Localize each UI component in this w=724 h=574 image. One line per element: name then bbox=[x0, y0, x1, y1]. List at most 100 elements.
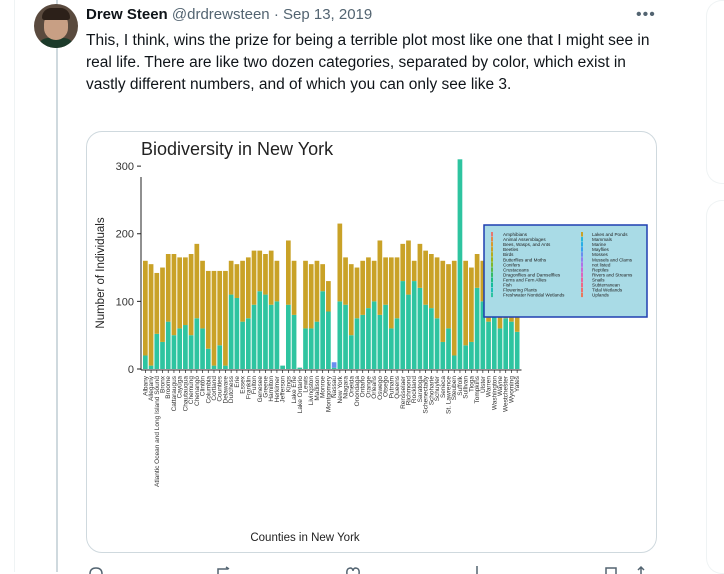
legend-swatch bbox=[491, 287, 493, 293]
bar bbox=[205, 270, 211, 349]
legend-label: Butterflies and Moths bbox=[503, 257, 547, 262]
bar bbox=[177, 257, 183, 329]
legend-swatch bbox=[581, 267, 583, 272]
bar bbox=[171, 254, 177, 336]
x-tick-label: Rensselaer bbox=[400, 375, 407, 409]
bar bbox=[268, 250, 274, 305]
x-tick-label: Chautauqua bbox=[182, 376, 189, 412]
bar bbox=[457, 159, 463, 369]
bar bbox=[434, 318, 440, 369]
bar bbox=[383, 257, 388, 305]
bar bbox=[451, 355, 457, 369]
bar bbox=[314, 260, 320, 322]
heart-icon[interactable] bbox=[344, 566, 362, 574]
bar bbox=[354, 267, 360, 319]
legend-label: Lakes and Ponds bbox=[592, 232, 628, 237]
bookmark-icon[interactable] bbox=[604, 566, 618, 574]
x-tick-label: Oneida bbox=[348, 376, 355, 397]
bar bbox=[177, 328, 183, 369]
bar bbox=[257, 291, 263, 369]
x-tick-label: Schuyler bbox=[434, 375, 441, 401]
x-tick-label: Allegany bbox=[148, 375, 155, 401]
x-tick-label: Tioga bbox=[468, 376, 475, 392]
bar bbox=[503, 318, 509, 369]
x-tick-label: St. Lawrence bbox=[446, 376, 453, 414]
bar bbox=[228, 294, 234, 369]
bar bbox=[194, 318, 200, 369]
bar bbox=[326, 311, 331, 369]
bar bbox=[291, 260, 297, 315]
bar bbox=[360, 314, 366, 369]
legend-label: Freshwater Nontidal Wetlands bbox=[503, 293, 565, 298]
bar bbox=[366, 308, 371, 369]
bar bbox=[234, 297, 240, 369]
y-axis-title: Number of Individuals bbox=[95, 217, 107, 328]
legend-swatch bbox=[491, 267, 493, 272]
bar bbox=[274, 301, 280, 369]
more-dots-icon[interactable]: ••• bbox=[636, 6, 656, 23]
tweet-image[interactable]: 0 100 200 300 Number of Individuals Counties … bbox=[86, 131, 657, 553]
bar bbox=[429, 308, 434, 369]
legend-swatch bbox=[581, 282, 583, 287]
legend-swatch bbox=[491, 262, 493, 267]
chart: 0 100 200 300 Number of Individuals Counties … bbox=[95, 139, 648, 544]
legend-label: Birds bbox=[503, 252, 514, 257]
bar bbox=[280, 365, 285, 369]
legend-swatch bbox=[491, 242, 493, 247]
x-tick-label: Herkimer bbox=[274, 375, 281, 402]
legend-label: Marine bbox=[592, 242, 606, 247]
legend-label: Ferns and Fern Allies bbox=[503, 277, 547, 282]
y-tick-label: 200 bbox=[116, 229, 134, 241]
legend-label: Mammals bbox=[592, 237, 613, 242]
bar bbox=[446, 328, 451, 369]
bar bbox=[211, 365, 217, 369]
x-tick-label: Wayne bbox=[497, 376, 504, 396]
legend-swatch bbox=[491, 232, 493, 237]
sidebar-panel-edge bbox=[706, 0, 724, 184]
legend-label: Fish bbox=[503, 283, 512, 288]
bar bbox=[148, 264, 154, 366]
retweet-icon[interactable] bbox=[216, 566, 234, 574]
share-icon[interactable] bbox=[634, 564, 648, 574]
avatar[interactable] bbox=[34, 4, 78, 48]
y-tick-label: 0 bbox=[128, 364, 134, 376]
bar bbox=[251, 304, 257, 369]
bar bbox=[200, 260, 205, 329]
bar bbox=[383, 304, 388, 369]
bar bbox=[331, 362, 337, 368]
x-tick-label: Columbia bbox=[205, 376, 212, 404]
legend-swatch bbox=[581, 272, 583, 277]
x-tick-label: Steuben bbox=[451, 376, 458, 401]
x-tick-label: Washington bbox=[491, 376, 498, 410]
legend-label: Tidal Wetlands bbox=[592, 288, 623, 293]
legend-label: Flowering Plants bbox=[503, 288, 538, 293]
x-tick-label: Richmond bbox=[405, 376, 412, 406]
bar bbox=[160, 341, 165, 369]
bar bbox=[240, 260, 245, 322]
x-tick-label: Putnam bbox=[388, 376, 395, 398]
tweet-date[interactable]: Sep 13, 2019 bbox=[283, 6, 373, 23]
bar bbox=[257, 250, 263, 292]
author-name[interactable]: Drew Steen bbox=[86, 6, 168, 23]
bar bbox=[326, 281, 331, 312]
x-tick-label: Essex bbox=[240, 375, 247, 393]
x-tick-label: Erie bbox=[234, 376, 241, 388]
views-icon[interactable] bbox=[472, 564, 482, 574]
reply-icon[interactable] bbox=[88, 566, 104, 574]
x-tick-label: Livingston bbox=[308, 376, 315, 406]
bar bbox=[154, 333, 160, 369]
avatar-shirt bbox=[38, 38, 74, 48]
author-handle[interactable]: @drdrewsteen bbox=[171, 6, 270, 23]
bar bbox=[188, 254, 194, 336]
bar bbox=[366, 257, 371, 309]
bar bbox=[148, 365, 154, 369]
bar bbox=[245, 318, 251, 369]
bar bbox=[245, 257, 251, 319]
legend-label: Bees, Wasps, and Ants bbox=[503, 242, 551, 247]
x-axis-title: Counties in New York bbox=[250, 532, 360, 544]
bar bbox=[371, 260, 377, 302]
bar bbox=[188, 335, 194, 369]
x-tick-label: Rockland bbox=[411, 376, 418, 403]
x-tick-label: Fulton bbox=[251, 376, 258, 394]
bar bbox=[320, 264, 326, 292]
